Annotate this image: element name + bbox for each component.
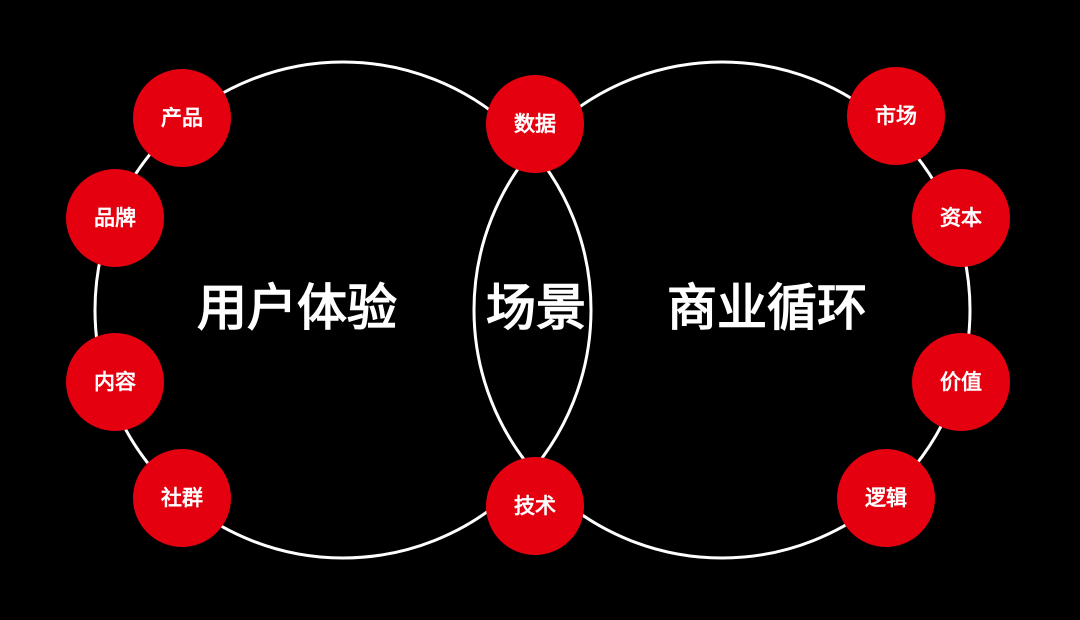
node-community: 社群 [133,449,231,547]
scene-label: 场景 [486,279,586,337]
node-content: 内容 [66,333,164,431]
node-product-label: 产品 [161,106,203,130]
user-experience-label: 用户体验 [197,279,397,337]
node-market: 市场 [847,67,945,165]
node-logic-circle [837,449,935,547]
node-value: 价值 [912,333,1010,431]
node-data-label: 数据 [514,112,556,136]
node-brand: 品牌 [66,169,164,267]
node-community-circle [133,449,231,547]
node-capital: 资本 [912,169,1010,267]
node-community-label: 社群 [160,486,203,510]
node-data-circle [486,75,584,173]
user-experience-ring [93,60,593,560]
node-brand-circle [66,169,164,267]
node-content-circle [66,333,164,431]
node-tech-label: 技术 [514,494,556,518]
business-cycle-label: 商业循环 [667,279,867,337]
node-capital-label: 资本 [940,206,982,230]
node-brand-label: 品牌 [94,206,136,230]
node-product: 产品 [133,69,231,167]
node-product-circle [133,69,231,167]
business-cycle-ring [472,60,972,560]
node-value-circle [912,333,1010,431]
node-data: 数据 [486,75,584,173]
node-capital-circle [912,169,1010,267]
node-market-circle [847,67,945,165]
node-tech: 技术 [486,457,584,555]
node-logic-label: 逻辑 [865,486,907,510]
node-value-label: 价值 [940,370,982,394]
node-logic: 逻辑 [837,449,935,547]
node-tech-circle [486,457,584,555]
node-content-label: 内容 [94,370,136,394]
node-market-label: 市场 [875,104,917,128]
